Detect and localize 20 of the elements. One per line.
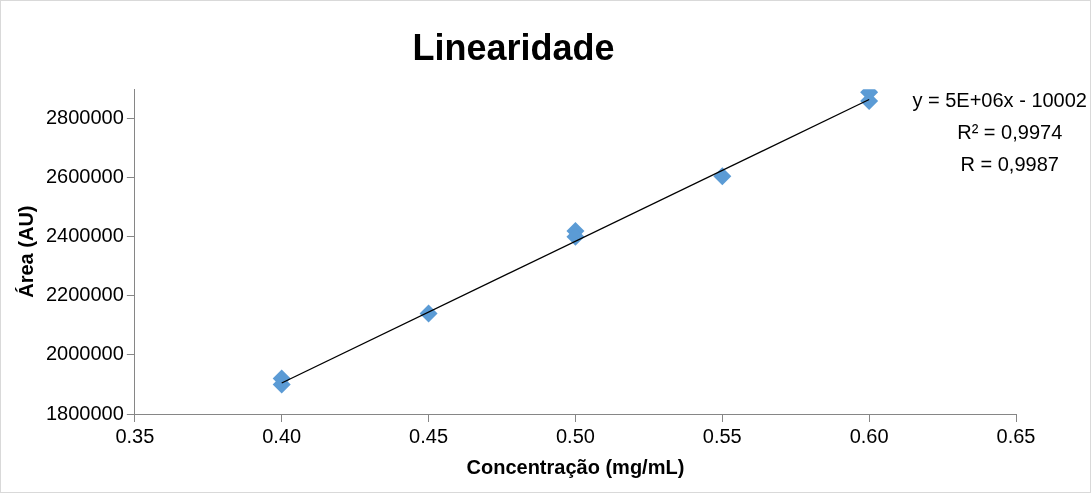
y-tick-label: 2800000 [45, 106, 124, 129]
x-tick-label: 0.45 [409, 424, 449, 447]
chart-title: Linearidade [412, 26, 615, 68]
y-tick-label: 2600000 [45, 165, 124, 188]
annotation: R² = 0,9974 [957, 120, 1063, 143]
y-axis-title: Área (AU) [14, 205, 37, 298]
x-tick-label: 0.60 [849, 424, 889, 447]
y-tick-label: 2000000 [45, 342, 124, 365]
x-axis-title: Concentração (mg/mL) [466, 455, 685, 478]
annotation: y = 5E+06x - 10002 [912, 88, 1087, 111]
y-tick-label: 2200000 [45, 283, 124, 306]
x-tick-label: 0.65 [996, 424, 1036, 447]
x-tick-label: 0.35 [115, 424, 155, 447]
x-tick-label: 0.40 [262, 424, 302, 447]
point [713, 167, 732, 186]
y-tick-label: 2400000 [45, 224, 124, 247]
x-tick-label: 0.50 [555, 424, 595, 447]
y-tick-label: 1800000 [45, 401, 124, 424]
annotation: R = 0,9987 [960, 152, 1059, 175]
x-tick-label: 0.55 [702, 424, 742, 447]
